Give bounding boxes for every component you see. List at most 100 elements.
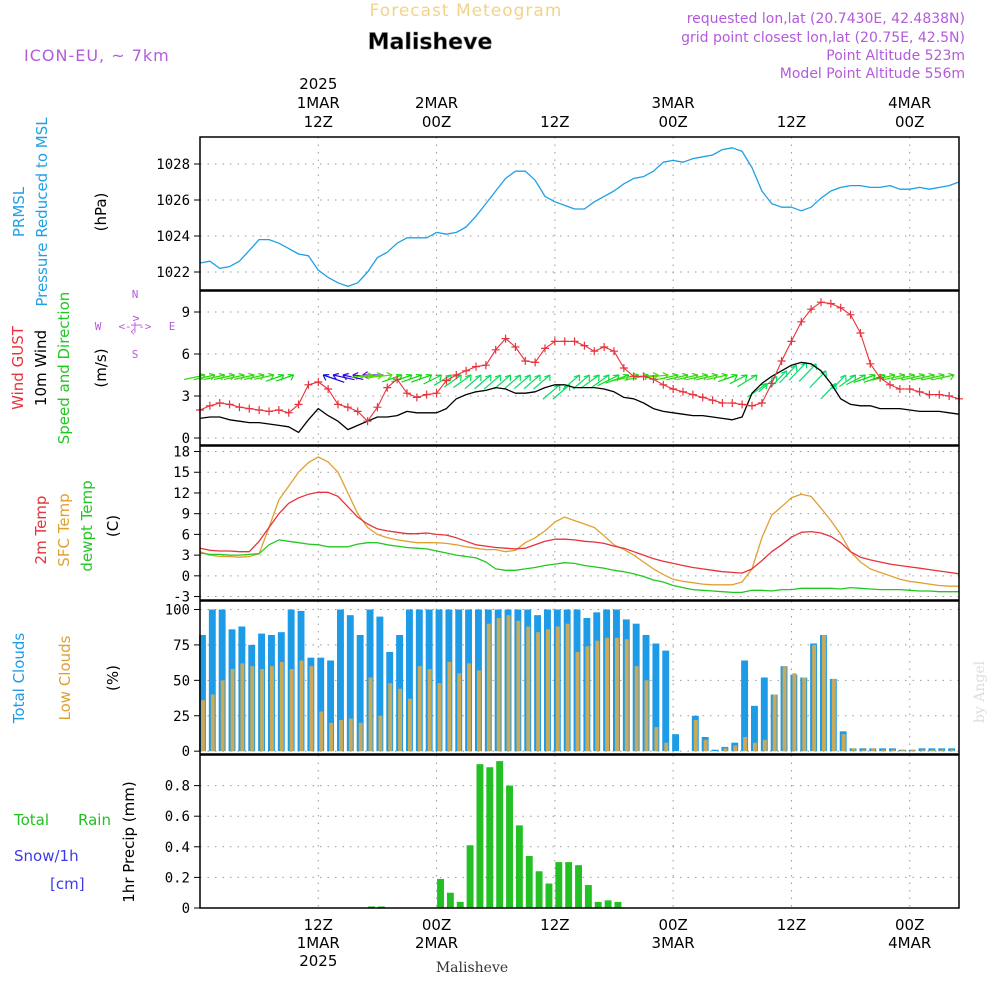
rain-bar	[368, 906, 375, 908]
y-tick-label: 0.4	[165, 840, 190, 856]
rain-bar	[456, 901, 464, 908]
low-cloud-bar	[496, 618, 501, 752]
total-cloud-bar	[751, 705, 758, 752]
temp-panel-labels: 2m Temp SFC Temp dewpt Temp (C)	[32, 480, 122, 571]
y-tick-label: 18	[173, 445, 190, 461]
precip-label-snow: Snow/1h	[14, 847, 79, 865]
time-label-bottom: 2MAR	[415, 934, 458, 952]
gust-point	[265, 407, 273, 416]
compass-n: N	[132, 288, 139, 301]
wind-arrow-head	[504, 374, 511, 378]
low-cloud-bar	[467, 663, 472, 752]
wind-gust-line	[199, 301, 960, 422]
wind-arrow	[193, 374, 215, 381]
gust-point	[343, 403, 352, 412]
wind-arrow-head	[484, 374, 491, 378]
gust-point	[314, 378, 323, 386]
low-cloud-bar	[792, 673, 797, 752]
total-cloud-bar	[652, 643, 660, 752]
wind-arrow-head	[428, 374, 433, 381]
wind-arrow	[911, 374, 935, 381]
low-cloud-bar	[447, 661, 452, 752]
temp-2m-line	[199, 491, 960, 575]
gust-point	[708, 396, 717, 405]
y-tick-label: -3	[173, 590, 190, 606]
pressure-label-prmsl: PRMSL	[10, 186, 28, 237]
low-cloud-bar	[920, 749, 925, 752]
low-cloud-bar	[250, 666, 255, 752]
gust-point	[935, 390, 944, 399]
wind-arrow-head	[938, 372, 945, 376]
sfc-temp-line	[199, 456, 959, 587]
total-cloud-bar	[406, 609, 413, 752]
gust-point	[797, 317, 806, 326]
gust-point	[836, 303, 845, 312]
gust-point	[452, 371, 461, 379]
low-cloud-bar	[545, 629, 550, 752]
wind-arrow	[411, 374, 432, 383]
low-cloud-bar	[654, 727, 659, 752]
gust-point	[334, 400, 342, 409]
compass-arrow-h: <-|->	[118, 320, 151, 333]
wind-unit: (m/s)	[92, 348, 110, 387]
total-cloud-bar	[760, 677, 768, 752]
wind-arrow	[265, 374, 284, 382]
gust-point	[511, 343, 520, 351]
wind-arrow-head	[208, 372, 215, 376]
rain-bar	[506, 785, 513, 908]
low-cloud-bar	[427, 669, 432, 752]
wind-arrow	[706, 374, 728, 381]
gust-point	[600, 343, 609, 351]
gust-point	[245, 404, 254, 413]
wind-arrow-head	[238, 372, 245, 376]
axis-layer: 10221024102610280369-3036912151802550751…	[156, 75, 931, 970]
wind-arrow	[223, 374, 245, 381]
total-cloud-bar	[346, 615, 354, 752]
wind-arrow-head	[820, 370, 827, 374]
total-cloud-bar	[672, 734, 680, 752]
y-tick-label: 1028	[156, 157, 190, 173]
gust-point	[629, 372, 638, 381]
gust-point	[669, 385, 678, 393]
wind-arrow-head	[435, 374, 442, 377]
gust-point	[304, 380, 313, 389]
gust-point	[925, 390, 934, 399]
low-cloud-bar	[634, 666, 639, 752]
gust-point	[422, 390, 431, 399]
low-cloud-bar	[890, 749, 895, 752]
low-cloud-bar	[950, 749, 955, 752]
y-tick-label: 25	[173, 709, 190, 725]
gust-point	[462, 366, 471, 375]
gust-point	[610, 347, 618, 356]
compass-s: S	[132, 348, 139, 361]
wind-arrow	[838, 374, 856, 388]
wind-arrow-head	[750, 374, 758, 377]
gust-point	[294, 400, 303, 409]
low-cloud-bar	[752, 742, 757, 752]
wind-arrow-head	[691, 372, 698, 376]
low-cloud-bar	[940, 749, 945, 752]
temp-label-dew: dewpt Temp	[78, 480, 96, 571]
low-cloud-bar	[585, 646, 590, 752]
low-cloud-bar	[299, 660, 304, 752]
rain-bar	[496, 761, 504, 908]
wind-arrow	[332, 374, 355, 381]
wind-arrow	[832, 374, 847, 390]
rain-bar	[377, 906, 385, 908]
gust-point	[649, 375, 658, 384]
time-label-top: 12Z	[304, 113, 333, 131]
wind-arrow-head	[342, 372, 349, 376]
gust-point	[688, 390, 697, 399]
low-cloud-bar	[457, 673, 462, 752]
precip-label-rain: Rain	[78, 811, 111, 829]
low-cloud-bar	[200, 700, 205, 752]
total-cloud-bar	[741, 660, 749, 752]
temp-unit: (C)	[104, 515, 122, 537]
y-tick-label: 0	[182, 569, 190, 585]
wind-arrow	[605, 374, 629, 384]
gust-point	[639, 372, 648, 381]
gust-point	[255, 406, 264, 414]
rain-bar	[555, 862, 563, 908]
wind-arrow-head	[888, 372, 896, 376]
total-cloud-bar	[435, 609, 443, 752]
